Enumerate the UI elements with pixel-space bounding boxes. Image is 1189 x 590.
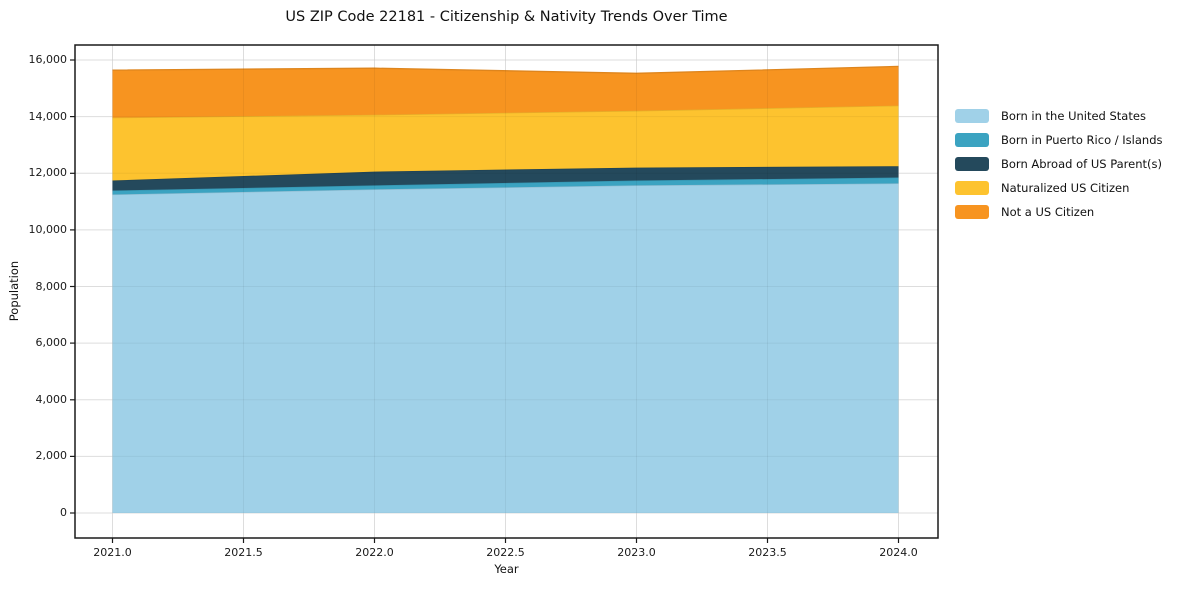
legend-swatch bbox=[955, 181, 989, 195]
x-axis-label: Year bbox=[494, 562, 519, 576]
area-naturalized-us-citizen bbox=[112, 105, 899, 181]
y-tick-label: 10,000 bbox=[28, 222, 68, 236]
y-tick-label: 6,000 bbox=[35, 336, 68, 350]
y-tick-label: 8,000 bbox=[35, 279, 68, 293]
legend-label: Born Abroad of US Parent(s) bbox=[1001, 157, 1162, 171]
x-tick-label: 2021.5 bbox=[224, 546, 263, 559]
legend: Born in the United States Born in Puerto … bbox=[955, 104, 1163, 224]
legend-label: Born in the United States bbox=[1001, 109, 1146, 123]
y-tick-label: 16,000 bbox=[28, 53, 68, 66]
legend-entry: Born in Puerto Rico / Islands bbox=[955, 128, 1163, 152]
legend-swatch bbox=[955, 205, 989, 219]
y-tick-label: 4,000 bbox=[35, 392, 68, 406]
area-born-in-puerto-rico-islands bbox=[112, 177, 899, 195]
x-tick-label: 2022.5 bbox=[486, 546, 525, 559]
y-axis-label: Population bbox=[7, 260, 21, 322]
area-born-in-the-united-states bbox=[112, 183, 899, 513]
legend-label: Naturalized US Citizen bbox=[1001, 181, 1130, 195]
legend-label: Born in Puerto Rico / Islands bbox=[1001, 133, 1163, 147]
y-tick-label: 14,000 bbox=[28, 109, 68, 123]
plot-frame bbox=[74, 44, 939, 539]
x-tick-label: 2021.0 bbox=[93, 546, 132, 559]
legend-entry: Born Abroad of US Parent(s) bbox=[955, 152, 1163, 176]
legend-swatch bbox=[955, 109, 989, 123]
x-tick-label: 2024.0 bbox=[879, 546, 918, 559]
area-edge-not-a-us-citizen bbox=[112, 65, 899, 74]
legend-entry: Born in the United States bbox=[955, 104, 1163, 128]
legend-label: Not a US Citizen bbox=[1001, 205, 1095, 219]
legend-swatch bbox=[955, 157, 989, 171]
legend-entry: Naturalized US Citizen bbox=[955, 176, 1163, 200]
x-tick-label: 2023.0 bbox=[617, 546, 656, 559]
x-tick-label: 2022.0 bbox=[355, 546, 394, 559]
y-tick-label: 0 bbox=[60, 506, 67, 519]
area-born-abroad-of-us-parent-s bbox=[112, 166, 899, 191]
legend-entry: Not a US Citizen bbox=[955, 200, 1163, 224]
x-tick-label: 2023.5 bbox=[748, 546, 787, 559]
y-tick-label: 2,000 bbox=[35, 449, 68, 463]
y-tick-label: 12,000 bbox=[28, 166, 68, 180]
chart-title: US ZIP Code 22181 - Citizenship & Nativi… bbox=[285, 9, 728, 25]
area-not-a-us-citizen bbox=[112, 66, 899, 118]
legend-swatch bbox=[955, 133, 989, 147]
